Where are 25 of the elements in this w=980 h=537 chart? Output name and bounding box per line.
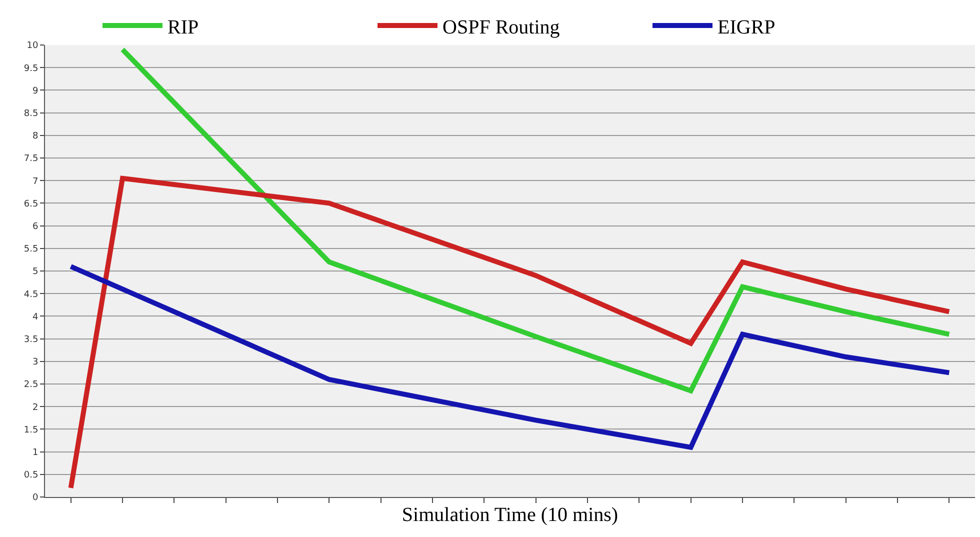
y-tick-label: 1 [32, 448, 38, 458]
y-tick-label: 2 [32, 402, 38, 413]
y-tick-label: 5 [32, 267, 38, 278]
legend-label: OSPF Routing [442, 16, 560, 38]
y-tick-label: 2.5 [24, 380, 38, 390]
y-tick-label: 7 [32, 176, 38, 187]
y-tick-label: 3 [32, 358, 38, 368]
y-tick-label: 0.5 [24, 470, 38, 481]
y-tick-label: 9 [32, 86, 38, 96]
y-tick-label: 4 [32, 312, 38, 322]
legend-label: RIP [168, 16, 199, 38]
y-tick-label: 9.5 [24, 64, 38, 74]
y-tick-label: 6 [32, 222, 38, 232]
y-tick-label: 1.5 [24, 425, 38, 436]
legend-label: EIGRP [718, 16, 776, 38]
y-tick-label: 3.5 [24, 334, 38, 345]
y-tick-label: 8 [32, 132, 38, 142]
y-tick-label: 4.5 [24, 290, 38, 300]
y-tick-label: 7.5 [24, 154, 38, 164]
y-tick-label: 5.5 [24, 244, 38, 255]
y-tick-label: 6.5 [24, 199, 38, 210]
x-axis-title: Simulation Time (10 mins) [402, 504, 618, 526]
y-tick-label: 10 [26, 41, 38, 52]
y-tick-label: 8.5 [24, 108, 38, 119]
y-tick-label: 0 [32, 493, 38, 504]
